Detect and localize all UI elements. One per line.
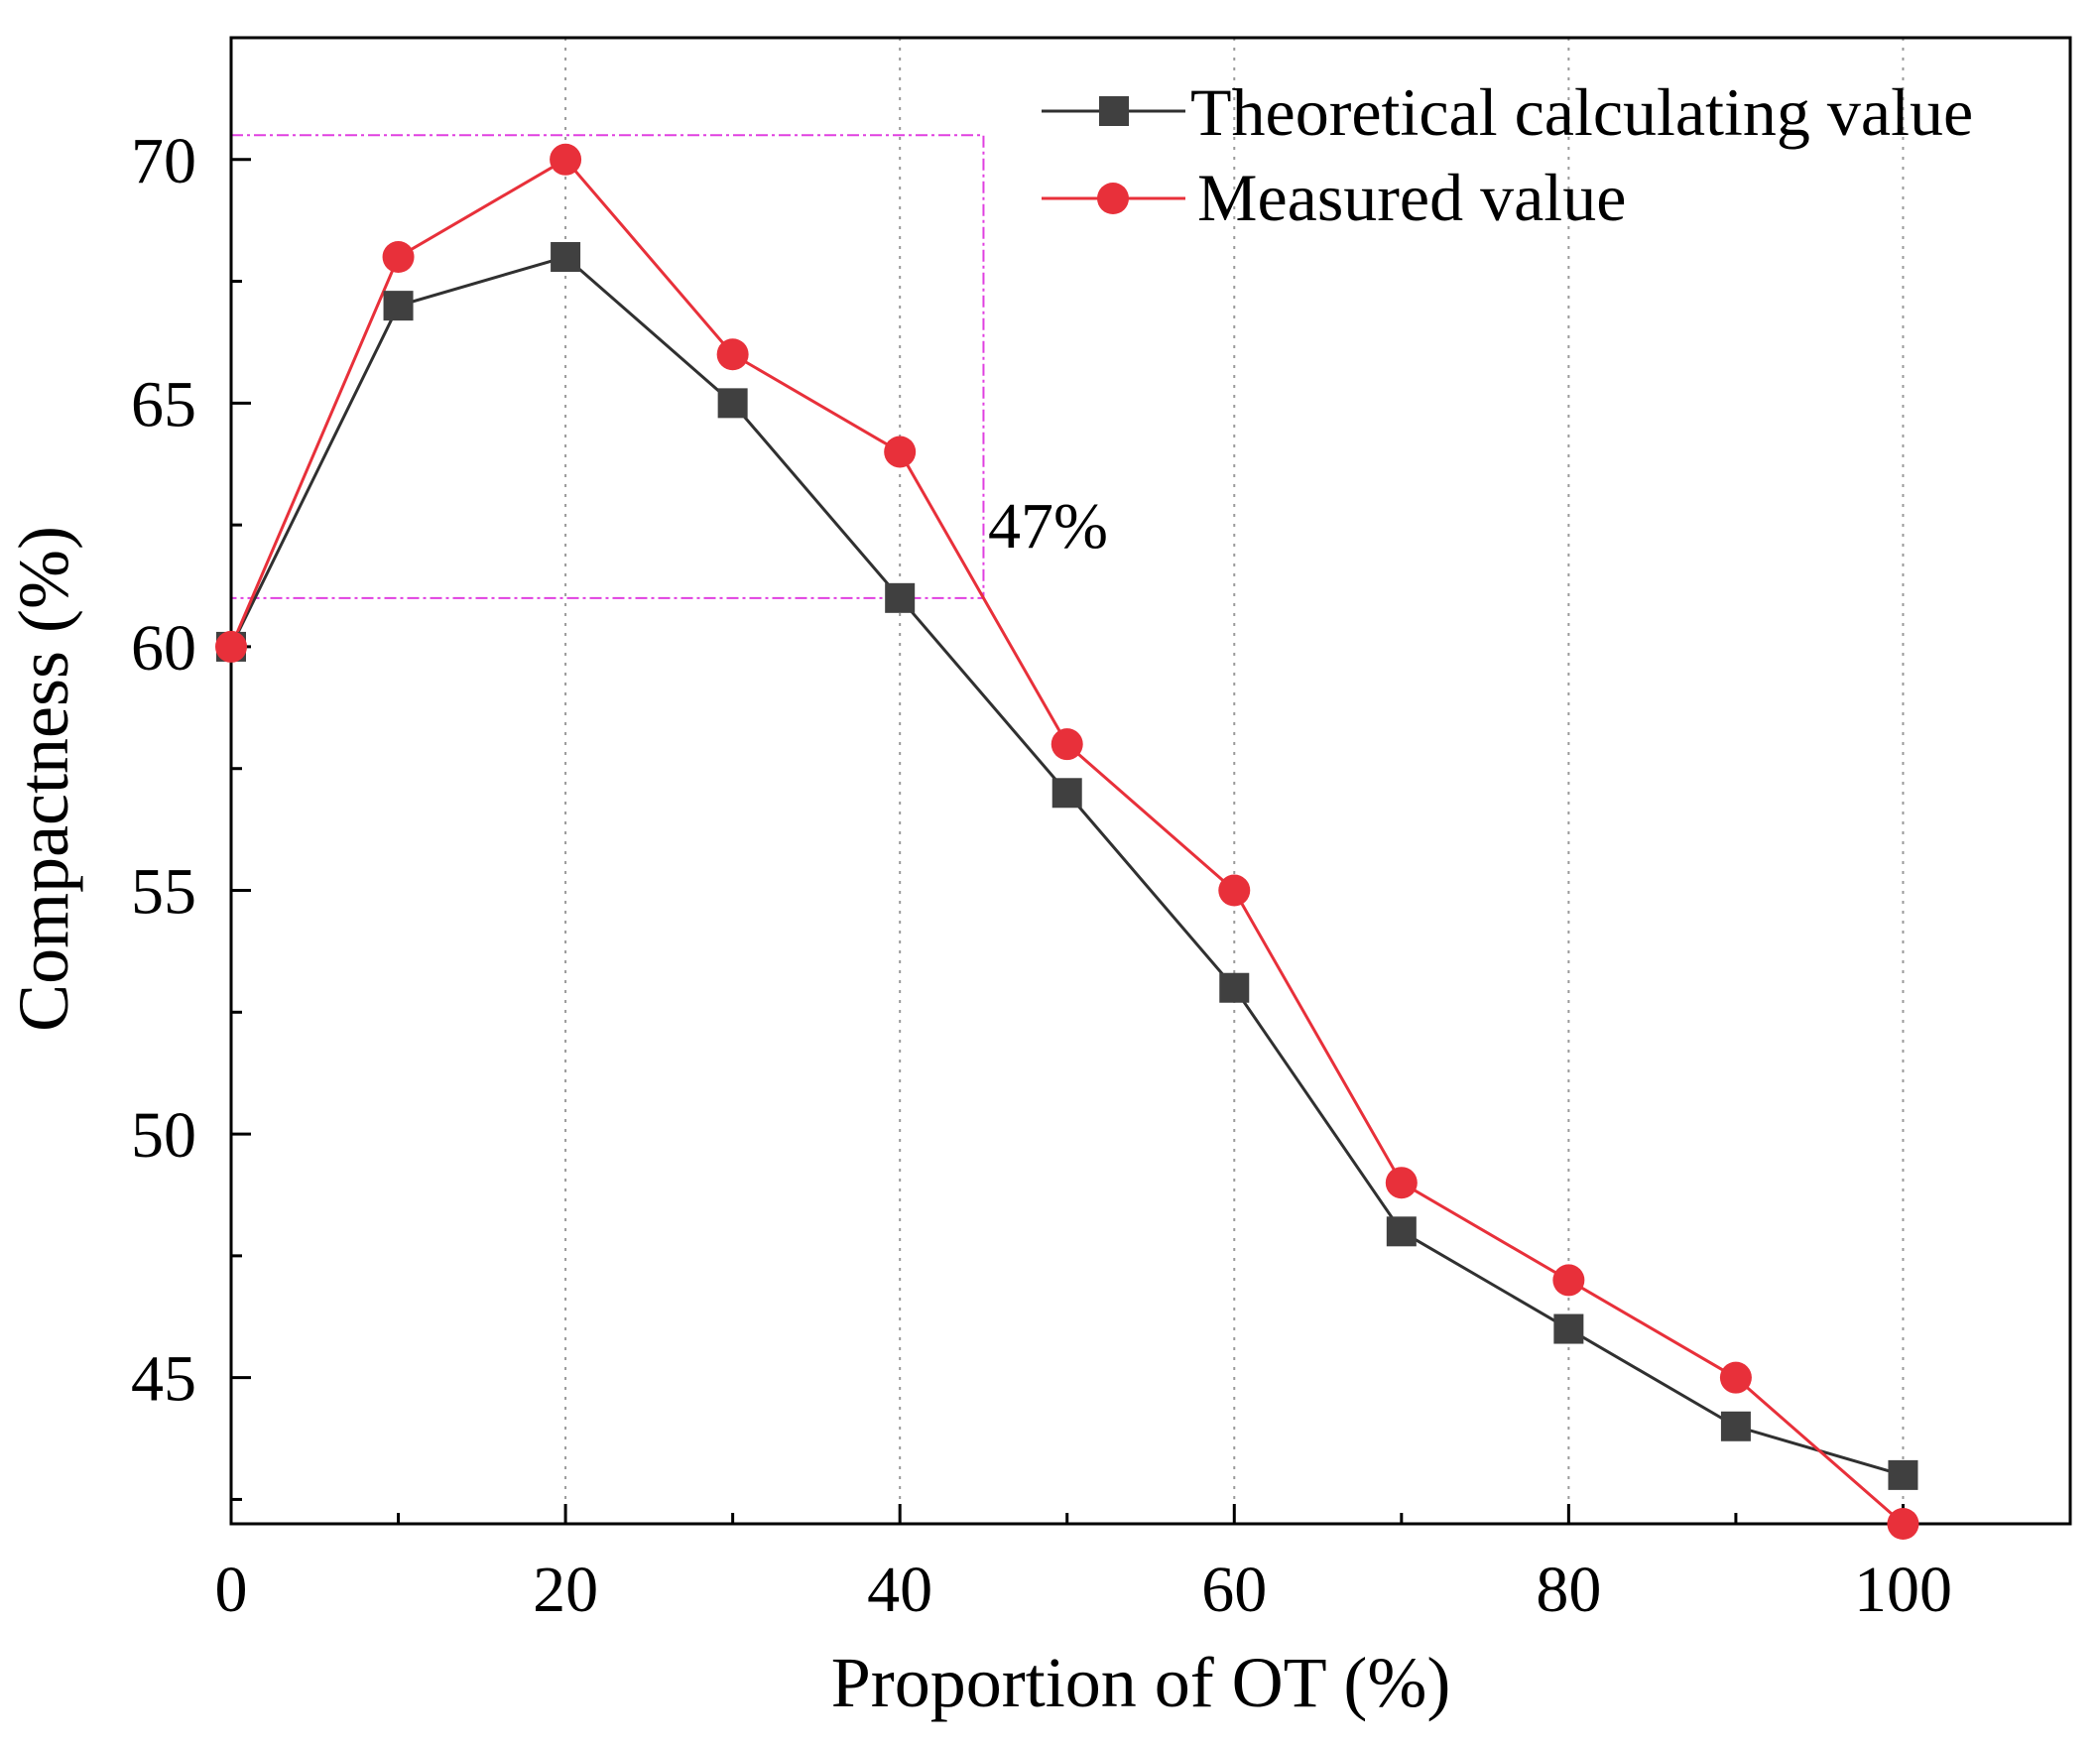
- measured-point: [884, 436, 917, 468]
- measured-point: [550, 143, 582, 176]
- x-tick-label-80: 80: [1536, 1554, 1601, 1626]
- y-tick-label-70: 70: [131, 125, 196, 197]
- measured-point: [1552, 1264, 1585, 1297]
- gridlines: [564, 38, 1905, 1524]
- y-tick-label-45: 45: [131, 1343, 196, 1416]
- legend-marker-measured: [1097, 183, 1129, 214]
- y-tick-label-65: 65: [131, 368, 196, 440]
- y-axis-title: Compactness (%): [4, 526, 83, 1032]
- legend-label-theoretical: Theoretical calculating value: [1190, 74, 1973, 150]
- theoretical-point: [1720, 1411, 1751, 1441]
- x-tick-label-100: 100: [1854, 1554, 1952, 1626]
- measured-point: [716, 338, 749, 371]
- y-tick-label-55: 55: [131, 856, 196, 929]
- x-axis-title: Proportion of OT (%): [831, 1643, 1451, 1722]
- measured-point: [1050, 728, 1083, 761]
- series-line-1: [229, 157, 1905, 1526]
- measured-point: [1218, 874, 1251, 907]
- theoretical-point: [1219, 972, 1250, 1003]
- theoretical-point: [1386, 1216, 1417, 1247]
- legend-label-measured: Measured value: [1197, 160, 1626, 235]
- measured-point: [1719, 1361, 1752, 1394]
- measured-point: [1385, 1167, 1418, 1199]
- plot-frame: [229, 36, 2072, 1526]
- annotation-box: [230, 134, 985, 599]
- theoretical-point: [1553, 1313, 1584, 1344]
- y-tick-label-60: 60: [131, 612, 196, 685]
- theoretical-point: [1051, 778, 1082, 809]
- legend-marker-theoretical: [1099, 96, 1129, 126]
- theoretical-point: [1888, 1459, 1918, 1490]
- measured-point: [382, 241, 415, 274]
- x-tick-label-60: 60: [1201, 1554, 1267, 1626]
- measured-point: [1887, 1508, 1919, 1540]
- theoretical-point: [383, 291, 414, 321]
- y-tick-label-50: 50: [131, 1099, 196, 1172]
- x-tick-label-20: 20: [533, 1554, 598, 1626]
- legend: Theoretical calculating value Measured v…: [1042, 74, 1973, 235]
- series-markers: [215, 143, 1919, 1540]
- series-line-0: [229, 255, 1904, 1477]
- x-axis-ticks: 0 20 40 60 80 100: [215, 1504, 2072, 1626]
- theoretical-point: [717, 388, 748, 419]
- x-tick-label-0: 0: [215, 1554, 248, 1626]
- annotation-label: 47%: [988, 490, 1108, 562]
- y-axis-ticks: 45 50 55 60 65 70: [131, 36, 251, 1501]
- theoretical-point: [885, 582, 916, 613]
- series-lines: [229, 157, 1905, 1526]
- annotation-rect: [230, 134, 985, 599]
- measured-point: [215, 630, 247, 663]
- theoretical-point: [551, 242, 581, 273]
- x-tick-label-40: 40: [867, 1554, 932, 1626]
